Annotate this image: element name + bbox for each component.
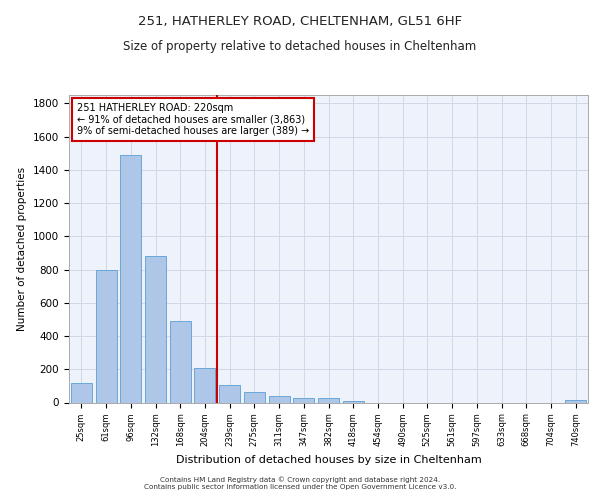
Text: 251, HATHERLEY ROAD, CHELTENHAM, GL51 6HF: 251, HATHERLEY ROAD, CHELTENHAM, GL51 6H… (138, 15, 462, 28)
X-axis label: Distribution of detached houses by size in Cheltenham: Distribution of detached houses by size … (176, 454, 481, 464)
Bar (244, 392, 265, 402)
Bar (343, 401, 364, 402)
Bar (145, 256, 166, 402)
Bar (219, 385, 240, 402)
Bar (71, 382, 92, 402)
Bar (170, 321, 191, 402)
Text: Size of property relative to detached houses in Cheltenham: Size of property relative to detached ho… (124, 40, 476, 53)
Bar (318, 398, 339, 402)
Bar (95, 270, 116, 402)
Bar (269, 396, 290, 402)
Text: 251 HATHERLEY ROAD: 220sqm
← 91% of detached houses are smaller (3,863)
9% of se: 251 HATHERLEY ROAD: 220sqm ← 91% of deta… (77, 102, 309, 136)
Bar (120, 155, 141, 402)
Y-axis label: Number of detached properties: Number of detached properties (17, 166, 28, 331)
Text: Contains HM Land Registry data © Crown copyright and database right 2024.
Contai: Contains HM Land Registry data © Crown c… (144, 476, 456, 490)
Bar (293, 398, 314, 402)
Bar (565, 400, 586, 402)
Bar (194, 368, 215, 402)
